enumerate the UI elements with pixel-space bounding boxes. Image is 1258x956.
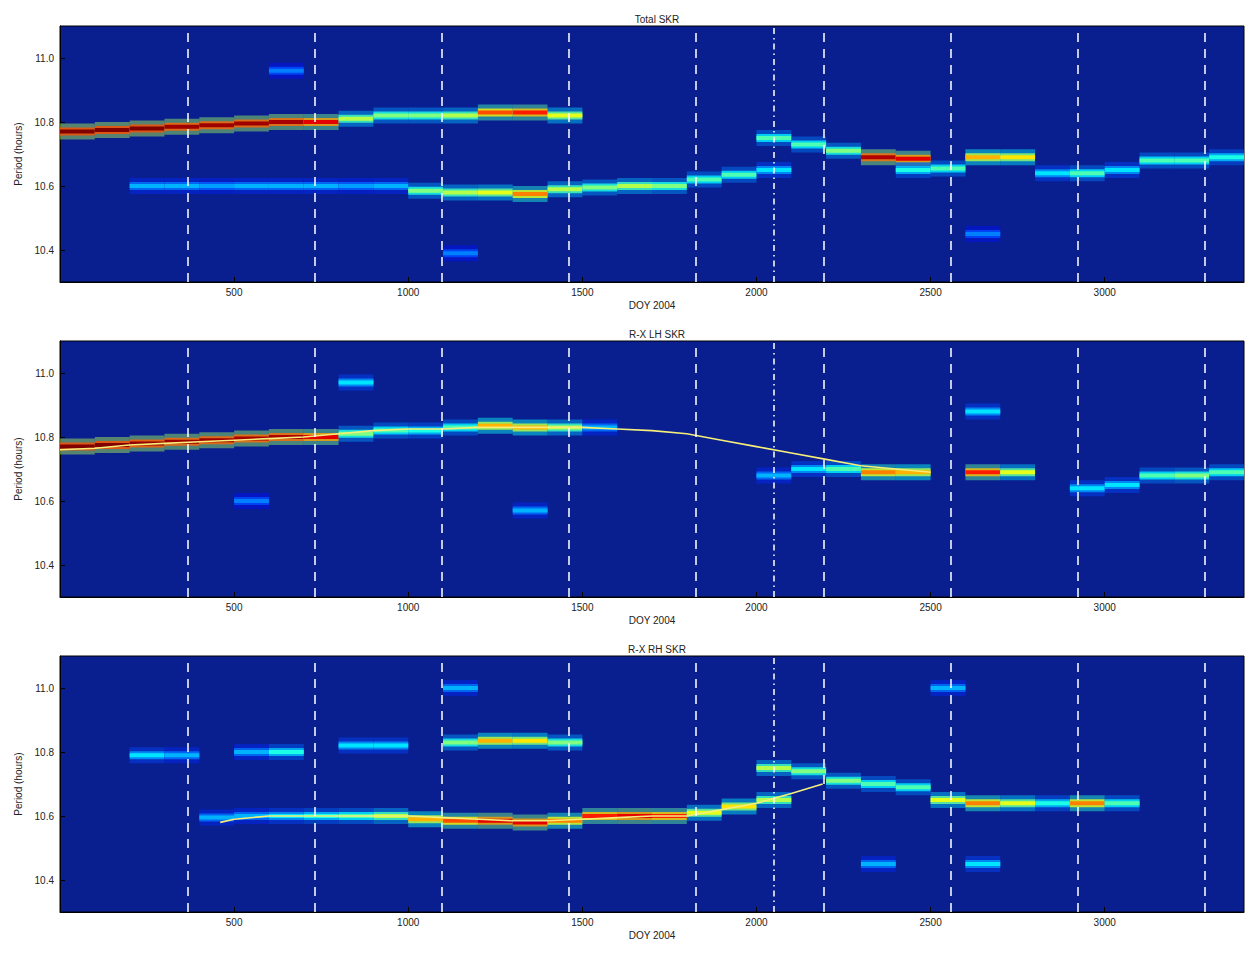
svg-text:10.4: 10.4 xyxy=(35,560,55,571)
svg-text:10.4: 10.4 xyxy=(35,875,55,886)
svg-text:10.8: 10.8 xyxy=(35,432,55,443)
svg-text:2000: 2000 xyxy=(745,287,768,298)
svg-text:1000: 1000 xyxy=(397,287,420,298)
svg-text:2500: 2500 xyxy=(919,917,942,928)
svg-text:Period (hours): Period (hours) xyxy=(13,122,24,185)
svg-text:DOY 2004: DOY 2004 xyxy=(629,615,676,626)
svg-text:10.6: 10.6 xyxy=(35,496,55,507)
svg-text:3000: 3000 xyxy=(1094,287,1117,298)
svg-text:2500: 2500 xyxy=(919,287,942,298)
svg-text:Total SKR: Total SKR xyxy=(635,14,679,25)
svg-text:500: 500 xyxy=(226,602,243,613)
svg-text:1000: 1000 xyxy=(397,917,420,928)
svg-text:11.0: 11.0 xyxy=(35,368,54,379)
svg-text:DOY 2004: DOY 2004 xyxy=(629,930,676,941)
svg-text:1500: 1500 xyxy=(571,287,594,298)
svg-text:R-X LH SKR: R-X LH SKR xyxy=(629,329,685,340)
svg-text:1500: 1500 xyxy=(571,602,594,613)
svg-text:R-X RH SKR: R-X RH SKR xyxy=(628,644,686,655)
svg-text:2000: 2000 xyxy=(745,602,768,613)
svg-text:10.6: 10.6 xyxy=(35,811,55,822)
svg-text:2000: 2000 xyxy=(745,917,768,928)
svg-text:10.6: 10.6 xyxy=(35,181,55,192)
svg-text:DOY 2004: DOY 2004 xyxy=(629,300,676,311)
svg-text:1500: 1500 xyxy=(571,917,594,928)
svg-text:2500: 2500 xyxy=(919,602,942,613)
svg-text:Period (hours): Period (hours) xyxy=(13,437,24,500)
svg-text:3000: 3000 xyxy=(1094,917,1117,928)
svg-text:10.8: 10.8 xyxy=(35,117,55,128)
svg-text:11.0: 11.0 xyxy=(35,53,54,64)
svg-text:10.8: 10.8 xyxy=(35,747,55,758)
svg-text:11.0: 11.0 xyxy=(35,683,54,694)
svg-text:1000: 1000 xyxy=(397,602,420,613)
svg-text:Period (hours): Period (hours) xyxy=(13,752,24,815)
svg-text:10.4: 10.4 xyxy=(35,245,55,256)
svg-text:500: 500 xyxy=(226,287,243,298)
svg-text:500: 500 xyxy=(226,917,243,928)
svg-text:3000: 3000 xyxy=(1094,602,1117,613)
